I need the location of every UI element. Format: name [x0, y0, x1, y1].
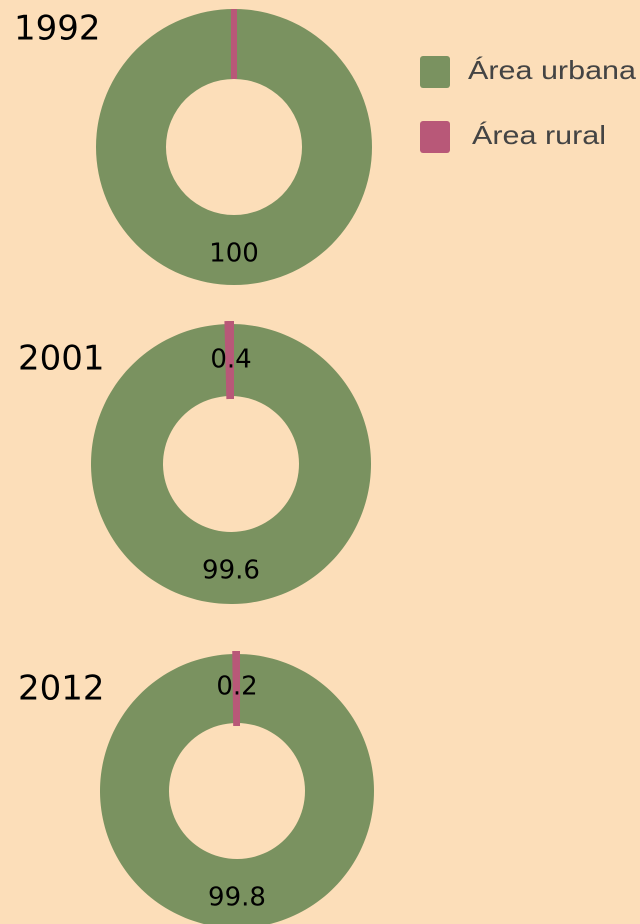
value-label: 99.8 — [208, 883, 266, 913]
donut-slice — [96, 9, 372, 285]
value-label: 99.6 — [202, 556, 260, 586]
value-label: 100 — [209, 239, 259, 269]
chart-title: 2012 — [18, 669, 105, 709]
chart-title: 2001 — [18, 339, 105, 379]
legend-label: Área rural — [472, 120, 606, 150]
donut-slice — [232, 650, 240, 727]
legend-swatch — [420, 121, 450, 153]
legend-label: Área urbana — [468, 55, 637, 85]
value-label: 0.2 — [216, 672, 257, 702]
legend-swatch — [420, 56, 450, 88]
chart-title: 1992 — [14, 9, 101, 49]
value-label: 0.4 — [210, 345, 251, 375]
donut-slice — [91, 324, 372, 604]
donut-slice — [224, 320, 234, 400]
donut-slice — [100, 654, 374, 924]
